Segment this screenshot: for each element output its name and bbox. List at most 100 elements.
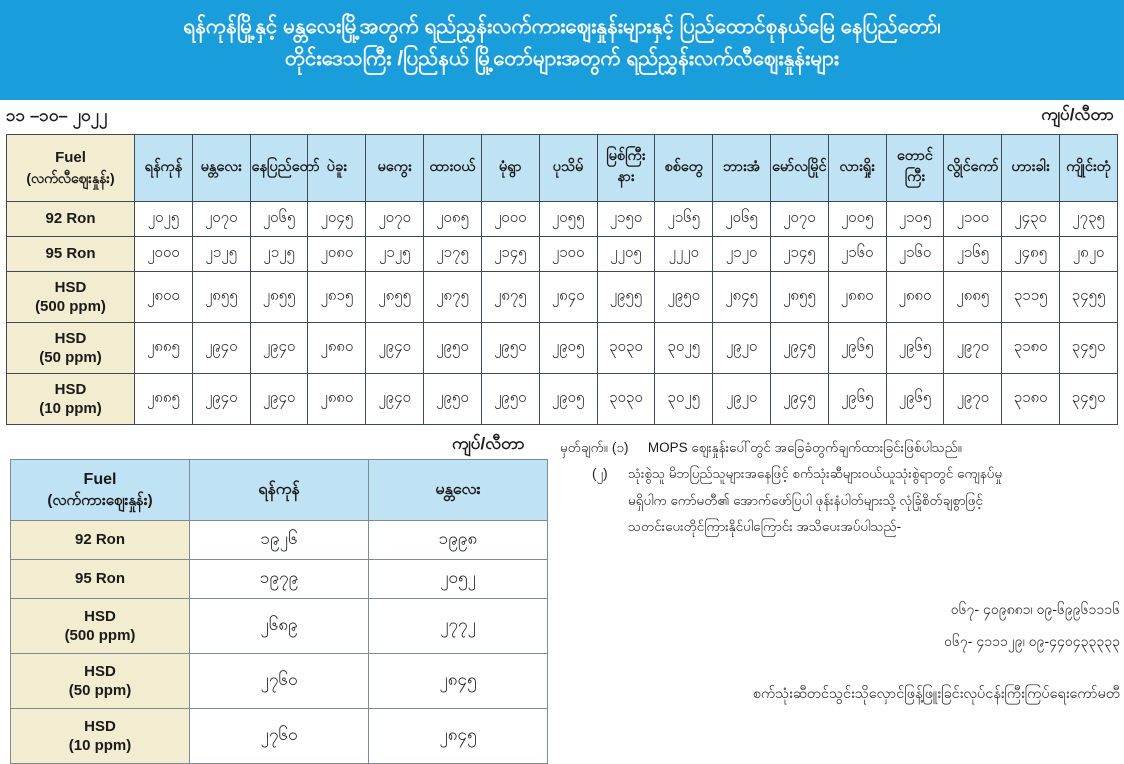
city-header-6: မုံရွာ [480, 134, 540, 202]
retail-price-table: Fuel (လက်လီဈေးနှုန်း) ရန်ကုန် မန္တလေး နေပြ… [6, 134, 1118, 425]
price-cell-r3-c15: ၃၁၈၀ [1001, 322, 1060, 374]
city-header-3: ပဲခူး [307, 134, 367, 202]
phone-line-2: ၀၆၇- ၄၁၁၁၂၉၊ ၀၉-၄၄၀၄၃၃၃၃၃ [944, 633, 1120, 650]
price-cell-r2-c14: ၂၈၈၅ [943, 271, 1003, 323]
price-cell-r0-c9: ၂၁၆၅ [654, 201, 714, 237]
price-cell-r0-c2: ၂၀၆၅ [249, 201, 309, 237]
city-header-2: နေပြည်တော် [249, 134, 320, 202]
date-label: ၁၁ –၁၀– ၂၀၂၂ [6, 106, 108, 125]
wholesale-price-table: Fuel (လက်ကားဈေးနှုန်း) ရန်ကုန် မန္တလေး 92… [10, 459, 548, 764]
price-cell-r1-c13: ၂၁၆၀ [885, 236, 945, 272]
phone-line-1: ၀၆၇- ၄၀၉၈၈၁၊ ၀၉-၆၉၉၆၁၁၁၆ [950, 601, 1120, 617]
wholesale-price-cell-r0-c1: ၁၉၉၈ [368, 520, 548, 560]
price-cell-r4-c1: ၂၉၄၀ [191, 373, 251, 425]
banner-title-line-1: ရန်ကုန်မြို့နှင့် မန္တလေးမြို့အတွက် ရည်ည… [183, 15, 941, 38]
price-cell-r2-c0: ၂၈၀၀ [134, 271, 193, 323]
table-row: HSD (500 ppm) ၂၆၈၉ ၂၇၇၂ [10, 598, 548, 654]
row-label-1: 95 Ron [6, 236, 135, 272]
price-cell-r0-c12: ၂၀၀၅ [827, 201, 887, 237]
price-cell-r0-c0: ၂၀၂၅ [134, 201, 193, 237]
price-cell-r4-c3: ၂၈၈၀ [307, 373, 367, 425]
price-cell-r0-c14: ၂၁၀၀ [943, 201, 1003, 237]
note-item-2: (၂) သုံးစွဲသူ မိဘပြည်သူများအနေဖြင့် စက်သ… [560, 461, 1120, 487]
city-header-13: တောင်ကြီး [885, 134, 945, 202]
date-and-unit-row: ၁၁ –၁၀– ၂၀၂၂ ကျပ်/လီတာ [0, 100, 1124, 134]
wholesale-price-cell-r3-c1: ၂၈၄၅ [368, 653, 548, 709]
price-cell-r1-c2: ၂၁၂၅ [249, 236, 309, 272]
city-header-10: ဘားအံ [712, 134, 771, 202]
price-cell-r3-c2: ၂၉၄၀ [249, 322, 309, 374]
wholesale-price-cell-r4-c0: ၂၇၆၀ [189, 708, 369, 764]
price-cell-r4-c15: ၃၁၈၀ [1001, 373, 1060, 425]
price-cell-r3-c1: ၂၉၄၀ [191, 322, 251, 374]
notes-block: မှတ်ချက်။ (၁) MOPS ဈေးနှုန်းပေါ်တွင် အခြ… [560, 435, 1120, 540]
price-cell-r3-c0: ၂၈၈၅ [134, 322, 193, 374]
price-cell-r2-c9: ၂၉၅၀ [654, 271, 714, 323]
price-cell-r1-c14: ၂၁၆၅ [943, 236, 1003, 272]
price-cell-r0-c4: ၂၀၇၀ [365, 201, 425, 237]
city-header-1: မန္တလေး [191, 134, 251, 202]
price-cell-r2-c3: ၂၈၁၅ [307, 271, 367, 323]
price-cell-r4-c9: ၃၀၂၅ [654, 373, 714, 425]
price-cell-r0-c8: ၂၁၅၀ [596, 201, 656, 237]
wholesale-price-cell-r2-c0: ၂၆၈၉ [189, 598, 369, 654]
price-cell-r4-c10: ၂၉၂၀ [712, 373, 771, 425]
table-row: 95 Ron ၂၀၀၀ ၂၁၂၅ ၂၁၂၅ ၂၀၈၀ ၂၁၂၅ ၂၁၇၅ ၂၁၄၅ ၂၁၀၀ ၂၂… [6, 236, 1118, 272]
price-cell-r3-c10: ၂၉၂၀ [712, 322, 771, 374]
row-label-0: 92 Ron [6, 201, 135, 237]
price-cell-r1-c8: ၂၂၀၅ [596, 236, 656, 272]
row-label-sub: (500 ppm) [35, 298, 106, 315]
price-cell-r2-c8: ၂၉၅၅ [596, 271, 656, 323]
note-2-line-2: မရှိပါက ကော်မတီ၏ အောက်ဖော်ပြပါ ဖုန်းနံပါ… [628, 492, 983, 508]
price-cell-r4-c13: ၂၉၆၅ [885, 373, 945, 425]
price-cell-r1-c16: ၂၈၂၀ [1059, 236, 1118, 272]
wholesale-price-cell-r1-c1: ၂၀၅၂ [368, 559, 548, 599]
row-label-main: 95 Ron [45, 245, 96, 263]
city-header-0: ရန်ကုန် [134, 134, 193, 202]
fuel-header-cell: Fuel (လက်လီဈေးနှုန်း) [6, 134, 135, 202]
price-cell-r4-c12: ၂၉၆၅ [827, 373, 887, 425]
wholesale-row-label-1: 95 Ron [10, 559, 190, 599]
price-cell-r2-c10: ၂၈၄၅ [712, 271, 771, 323]
retail-price-table-body: 92 Ron ၂၀၂၅ ၂၀၇၀ ၂၀၆၅ ၂၀၄၅ ၂၀၇၀ ၂၀၈၅ ၂၀၀၀ ၂၀၅၅ ၂၁… [6, 201, 1118, 425]
table-row: 92 Ron ၁၉၂၆ ၁၉၉၈ [10, 520, 548, 560]
row-label-main: 95 Ron [74, 570, 125, 588]
price-cell-r4-c8: ၃၀၃၀ [596, 373, 656, 425]
price-cell-r3-c3: ၂၈၈၀ [307, 322, 367, 374]
banner-title-line-2: တိုင်းဒေသကြီး /ပြည်နယ် မြို့တော်များအတွက… [284, 46, 840, 70]
price-cell-r4-c14: ၂၉၇၀ [943, 373, 1003, 425]
price-cell-r1-c9: ၂၂၂၀ [654, 236, 714, 272]
wholesale-price-cell-r1-c0: ၁၉၇၉ [189, 559, 369, 599]
table-row: 92 Ron ၂၀၂၅ ၂၀၇၀ ၂၀၆၅ ၂၀၄၅ ၂၀၇၀ ၂၀၈၅ ၂၀၀၀ ၂၀၅၅ ၂၁… [6, 201, 1118, 237]
fuel-header-cell: Fuel (လက်ကားဈေးနှုန်း) [10, 459, 190, 521]
price-cell-r1-c3: ၂၀၈၀ [307, 236, 367, 272]
row-label-sub: (50 ppm) [68, 682, 132, 699]
note-2-line-3: သတင်းပေးတိုင်ကြားနိုင်ပါကြောင်း အသိပေးအပ… [628, 518, 902, 534]
table-row: HSD (500 ppm) ၂၈၀၀ ၂၈၅၅ ၂၈၅၅ ၂၈၁၅ ၂၈၅၅ ၂၈၇၅ ၂၈၇၅… [6, 271, 1118, 323]
fuel-header-subtitle: (လက်လီဈေးနှုန်း) [26, 169, 115, 186]
row-label-main: 92 Ron [45, 210, 96, 228]
price-cell-r2-c13: ၂၈၈၀ [885, 271, 945, 323]
city-header-12: လားရှိုး [827, 134, 887, 202]
price-cell-r0-c1: ၂၀၇၀ [191, 201, 251, 237]
wholesale-price-cell-r0-c0: ၁၉၂၆ [189, 520, 369, 560]
price-cell-r0-c5: ၂၀၈၅ [423, 201, 482, 237]
price-cell-r2-c15: ၃၁၁၅ [1001, 271, 1060, 323]
wholesale-city-header-0: ရန်ကုန် [189, 459, 369, 521]
price-cell-r4-c11: ၂၉၄၅ [769, 373, 829, 425]
table-row: HSD (50 ppm) ၂၈၈၅ ၂၉၄၀ ၂၉၄၀ ၂၈၈၀ ၂၉၄၀ ၂၉၅၀ ၂၉၅၀၂… [6, 322, 1118, 374]
city-header-14: လွိုင်ကော် [943, 134, 1003, 202]
price-cell-r1-c7: ၂၁၀၀ [538, 236, 598, 272]
row-label-4: HSD (10 ppm) [6, 373, 135, 425]
table-row: HSD (10 ppm) ၂၇၆၀ ၂၈၄၅ [10, 708, 548, 764]
wholesale-price-table-body: 92 Ron ၁၉၂၆ ၁၉၉၈ 95 Ron ၁၉၇၉ ၂၀၅၂ HSD (500 ppm)… [10, 520, 548, 764]
note-item-1: မှတ်ချက်။ (၁) MOPS ဈေးနှုန်းပေါ်တွင် အခြ… [560, 435, 1120, 461]
row-label-sub: (10 ppm) [39, 400, 102, 417]
price-cell-r2-c12: ၂၈၈၀ [827, 271, 887, 323]
price-cell-r0-c10: ၂၀၆၅ [712, 201, 771, 237]
price-cell-r3-c13: ၂၉၆၅ [885, 322, 945, 374]
price-cell-r4-c2: ၂၉၄၀ [249, 373, 309, 425]
price-cell-r4-c4: ၂၉၄၀ [365, 373, 425, 425]
price-cell-r2-c16: ၃၄၅၅ [1059, 271, 1118, 323]
price-cell-r2-c5: ၂၈၇၅ [423, 271, 482, 323]
